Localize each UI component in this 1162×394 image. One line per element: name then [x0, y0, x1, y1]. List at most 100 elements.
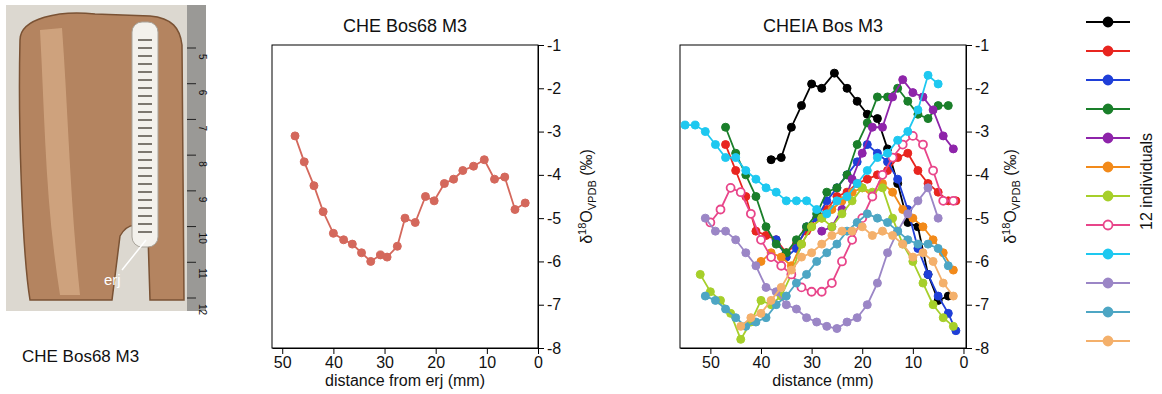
data-point	[797, 253, 805, 261]
y-axis: -1-2-3-4-5-6-7-8	[966, 37, 989, 357]
data-point	[722, 305, 730, 313]
data-point	[737, 335, 745, 343]
data-point	[480, 156, 488, 164]
x-tick-mark	[913, 348, 914, 354]
data-point	[828, 223, 836, 231]
legend-entry	[1086, 134, 1130, 143]
data-point	[830, 69, 838, 77]
x-axis: 50403020100	[681, 348, 969, 371]
data-point	[450, 175, 458, 183]
data-point	[818, 240, 826, 248]
legend-entry	[1086, 76, 1130, 85]
data-point	[919, 223, 927, 231]
y-tick: -3	[538, 123, 561, 140]
legend-entry	[1086, 221, 1130, 230]
series-line	[726, 88, 949, 252]
legend-swatch-marker	[1104, 76, 1113, 85]
data-point	[459, 167, 467, 175]
data-point	[934, 292, 942, 300]
x-tick-mark	[710, 348, 711, 354]
data-point	[722, 154, 730, 162]
x-tick-mark	[333, 348, 334, 354]
data-point	[833, 240, 841, 248]
ruler-label: 12	[197, 304, 208, 316]
data-point	[747, 210, 755, 218]
data-point	[421, 193, 429, 201]
x-axis-title: distance from erj (mm)	[325, 372, 485, 389]
groove	[138, 39, 152, 41]
data-point	[813, 318, 821, 326]
y-tick: -5	[966, 210, 989, 227]
x-tick-mark	[385, 348, 386, 354]
series-line	[822, 80, 954, 232]
legend-swatch-marker	[1104, 279, 1113, 288]
legend-swatch-marker	[1104, 47, 1113, 56]
groove	[138, 143, 152, 145]
data-point	[878, 227, 886, 235]
groove	[138, 79, 152, 81]
data-point	[777, 253, 785, 261]
x-tick-label: 50	[702, 354, 720, 371]
y-tick: -3	[966, 123, 989, 140]
x-tick-mark	[436, 348, 437, 354]
data-point	[701, 128, 709, 136]
data-point	[757, 309, 765, 317]
series-line	[776, 145, 956, 331]
legend: 12 individuals	[1086, 18, 1155, 346]
data-point	[884, 149, 892, 157]
x-tick-mark	[761, 348, 762, 354]
ruler-label: 7	[197, 125, 208, 131]
data-point	[762, 184, 770, 192]
plot-area	[681, 69, 960, 343]
y-tick-label: -7	[975, 296, 989, 313]
data-point	[949, 197, 957, 205]
ruler-tick	[187, 190, 196, 191]
data-point	[792, 279, 800, 287]
data-point	[914, 240, 922, 248]
series-line	[700, 188, 953, 339]
data-point	[934, 244, 942, 252]
x-tick-mark	[862, 348, 863, 354]
data-point	[818, 84, 826, 92]
data-point	[858, 223, 866, 231]
data-point	[863, 167, 871, 175]
data-point	[863, 175, 871, 183]
data-point	[792, 197, 800, 205]
data-point	[838, 210, 846, 218]
data-point	[894, 136, 902, 144]
x-tick-label: 50	[274, 354, 292, 371]
legend-entry	[1086, 337, 1130, 346]
data-point	[681, 121, 689, 129]
data-point	[732, 236, 740, 244]
y-tick-label: -6	[547, 253, 561, 270]
x-tick-mark	[812, 348, 813, 354]
data-point	[787, 266, 795, 274]
data-point	[934, 214, 942, 222]
data-point	[401, 214, 409, 222]
data-point	[949, 145, 957, 153]
y-axis-line	[538, 46, 539, 349]
x-tick-label: 20	[427, 354, 445, 371]
x-tick: 0	[534, 348, 543, 371]
y-tick-mark	[966, 305, 972, 306]
y-tick-label: -7	[547, 296, 561, 313]
sampling-grooves	[138, 40, 152, 232]
data-point	[777, 262, 785, 270]
data-point	[848, 227, 856, 235]
data-point	[858, 149, 866, 157]
data-point	[899, 76, 907, 84]
data-point	[358, 249, 366, 257]
y-tick-label: -6	[975, 253, 989, 270]
data-point	[939, 279, 947, 287]
data-point	[823, 188, 831, 196]
data-point	[511, 205, 519, 213]
data-point	[782, 301, 790, 309]
y-tick-label: -2	[547, 80, 561, 97]
legend-swatch-marker	[1104, 221, 1113, 230]
y-tick-mark	[966, 348, 972, 349]
data-point	[929, 257, 937, 265]
data-point	[924, 270, 932, 278]
groove	[138, 167, 152, 169]
legend-entry	[1086, 250, 1130, 259]
data-point	[939, 197, 947, 205]
